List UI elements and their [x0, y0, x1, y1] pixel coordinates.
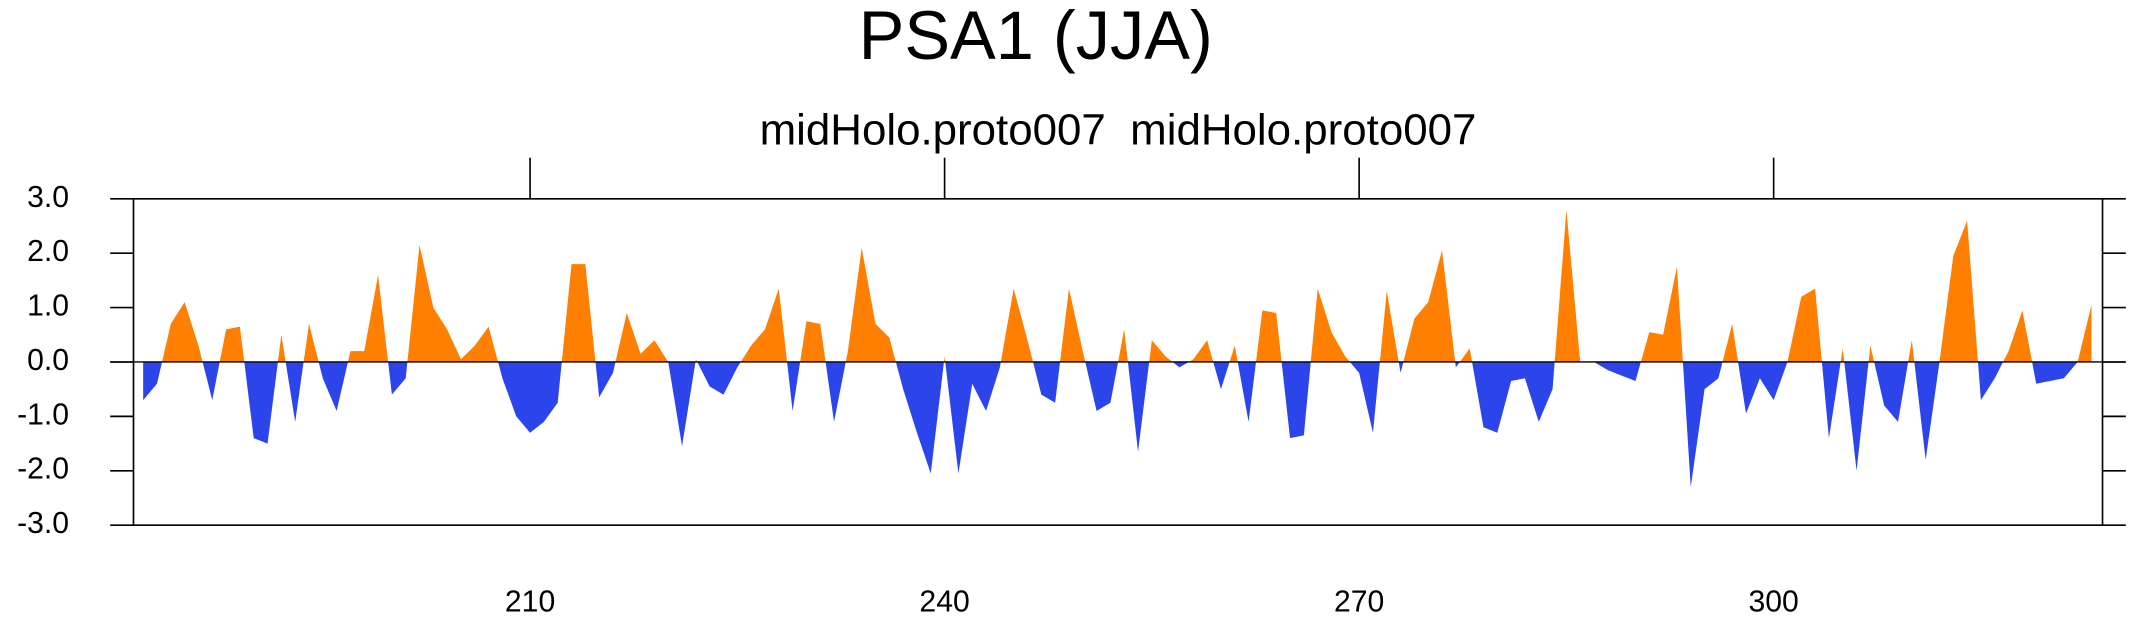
y-tick-label: -2.0 — [17, 453, 69, 486]
x-tick-label: 210 — [505, 585, 555, 618]
y-tick-label: 2.0 — [27, 235, 69, 268]
positive-area — [143, 209, 2092, 362]
chart-title: PSA1 (JJA) — [859, 0, 1213, 74]
y-tick-label: -1.0 — [17, 398, 69, 431]
x-tick-label: 300 — [1748, 585, 1798, 618]
y-tick-label: 1.0 — [27, 290, 69, 323]
chart-subtitle: midHolo.proto007 midHolo.proto007 — [760, 106, 1477, 155]
y-tick-label: 3.0 — [27, 181, 69, 214]
x-tick-label: 240 — [919, 585, 969, 618]
negative-area — [143, 361, 2092, 488]
y-tick-label: -3.0 — [17, 507, 69, 540]
y-tick-label: 0.0 — [27, 344, 69, 377]
x-tick-label: 270 — [1334, 585, 1384, 618]
